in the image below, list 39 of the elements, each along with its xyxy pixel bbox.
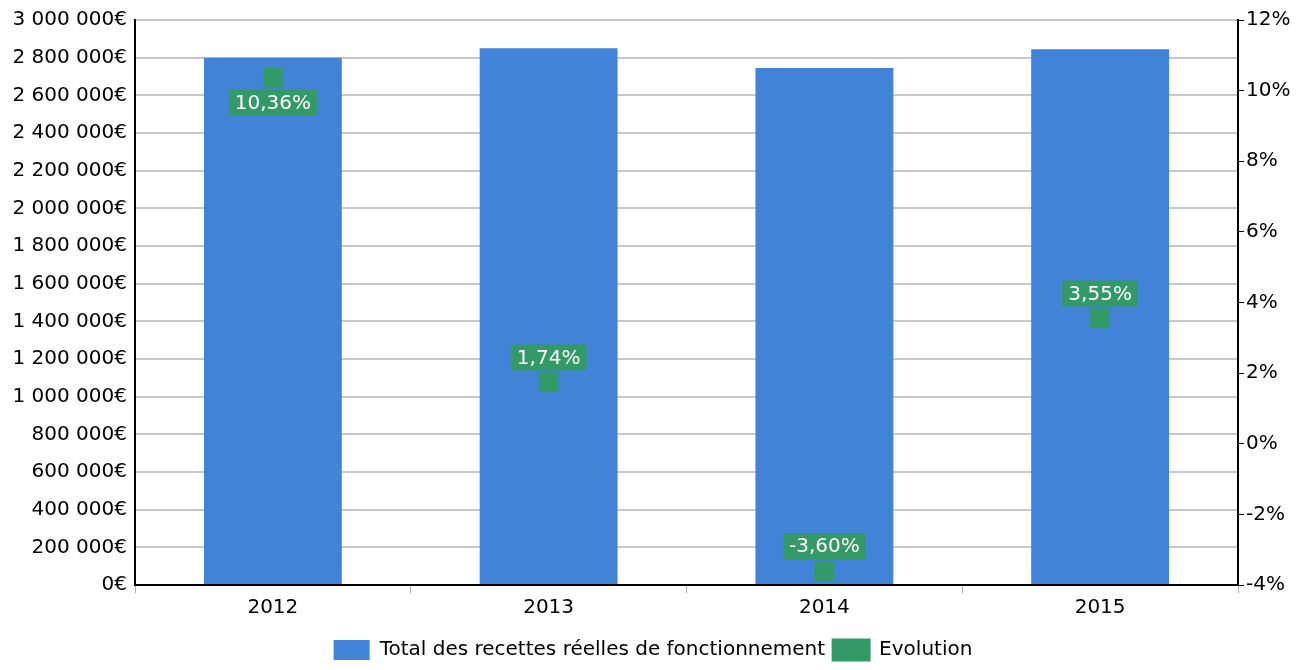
y2-tick-label: 2%	[1246, 359, 1278, 384]
point	[1090, 308, 1111, 329]
y-tick-label: 2 000 000€	[12, 194, 127, 219]
point	[262, 68, 283, 88]
point	[538, 372, 559, 393]
y-tick-label: 800 000€	[31, 420, 127, 445]
point	[814, 560, 835, 581]
y2-tick-label: -2%	[1246, 500, 1285, 525]
y2-tick-label: 12%	[1246, 6, 1291, 31]
legend-label: Evolution	[879, 636, 973, 661]
y2-tick-label: 10%	[1246, 76, 1291, 101]
x-tick-label: 2013	[523, 594, 575, 619]
y-tick-label: 200 000€	[31, 533, 127, 558]
data-label: 10,36%	[234, 90, 312, 115]
y-tick-label: 400 000€	[31, 495, 127, 520]
y-tick-label: 2 400 000€	[12, 119, 127, 144]
y-tick-label: 1 200 000€	[12, 345, 127, 370]
y-tick-label: 2 200 000€	[12, 156, 127, 181]
y2-tick-label: 4%	[1246, 288, 1278, 313]
y2-tick-label: 8%	[1246, 147, 1278, 172]
x-tick-label: 2014	[798, 594, 850, 619]
y-tick-label: 1 000 000€	[12, 382, 127, 407]
y-tick-label: 3 000 000€	[12, 6, 127, 31]
y-tick-label: 2 600 000€	[12, 81, 127, 106]
legend-label: Total des recettes réelles de fonctionnement	[378, 636, 826, 661]
y-tick-label: 1 800 000€	[12, 232, 127, 257]
data-label: -3,60%	[788, 533, 860, 558]
y-tick-label: 0€	[101, 571, 127, 596]
y-tick-label: 2 800 000€	[12, 43, 127, 68]
data-label: 3,55%	[1068, 280, 1132, 305]
y-tick-label: 1 400 000€	[12, 307, 127, 332]
y-tick-label: 600 000€	[31, 458, 127, 483]
y2-tick-label: 0%	[1246, 429, 1278, 454]
y2-tick-label: -4%	[1246, 571, 1285, 596]
y-tick-label: 1 600 000€	[12, 269, 127, 294]
y2-tick-label: 6%	[1246, 218, 1278, 243]
x-tick-label: 2015	[1074, 594, 1126, 619]
data-label: 1,74%	[516, 344, 581, 369]
x-tick-label: 2012	[247, 594, 299, 619]
